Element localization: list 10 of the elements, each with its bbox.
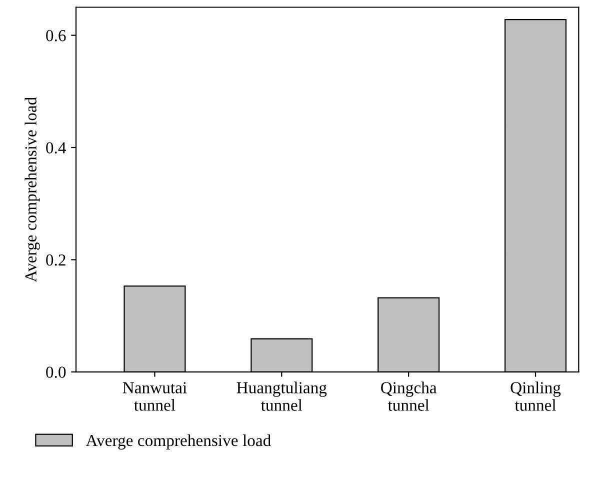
y-axis-title: Averge comprehensive load xyxy=(24,97,40,282)
x-tick-label: Nanwutai tunnel xyxy=(122,382,187,411)
x-tick-label: Huangtuliang tunnel xyxy=(236,382,327,411)
y-tick-label: 0.4 xyxy=(46,142,66,154)
y-tick-label: 0.2 xyxy=(46,254,66,266)
legend-label: Averge comprehensive load xyxy=(86,434,271,450)
x-tick-label: Qingcha tunnel xyxy=(381,382,437,411)
x-tick-label: Qinling tunnel xyxy=(510,382,561,411)
y-tick-label: 0.0 xyxy=(46,366,66,378)
y-tick-label: 0.6 xyxy=(46,30,66,42)
